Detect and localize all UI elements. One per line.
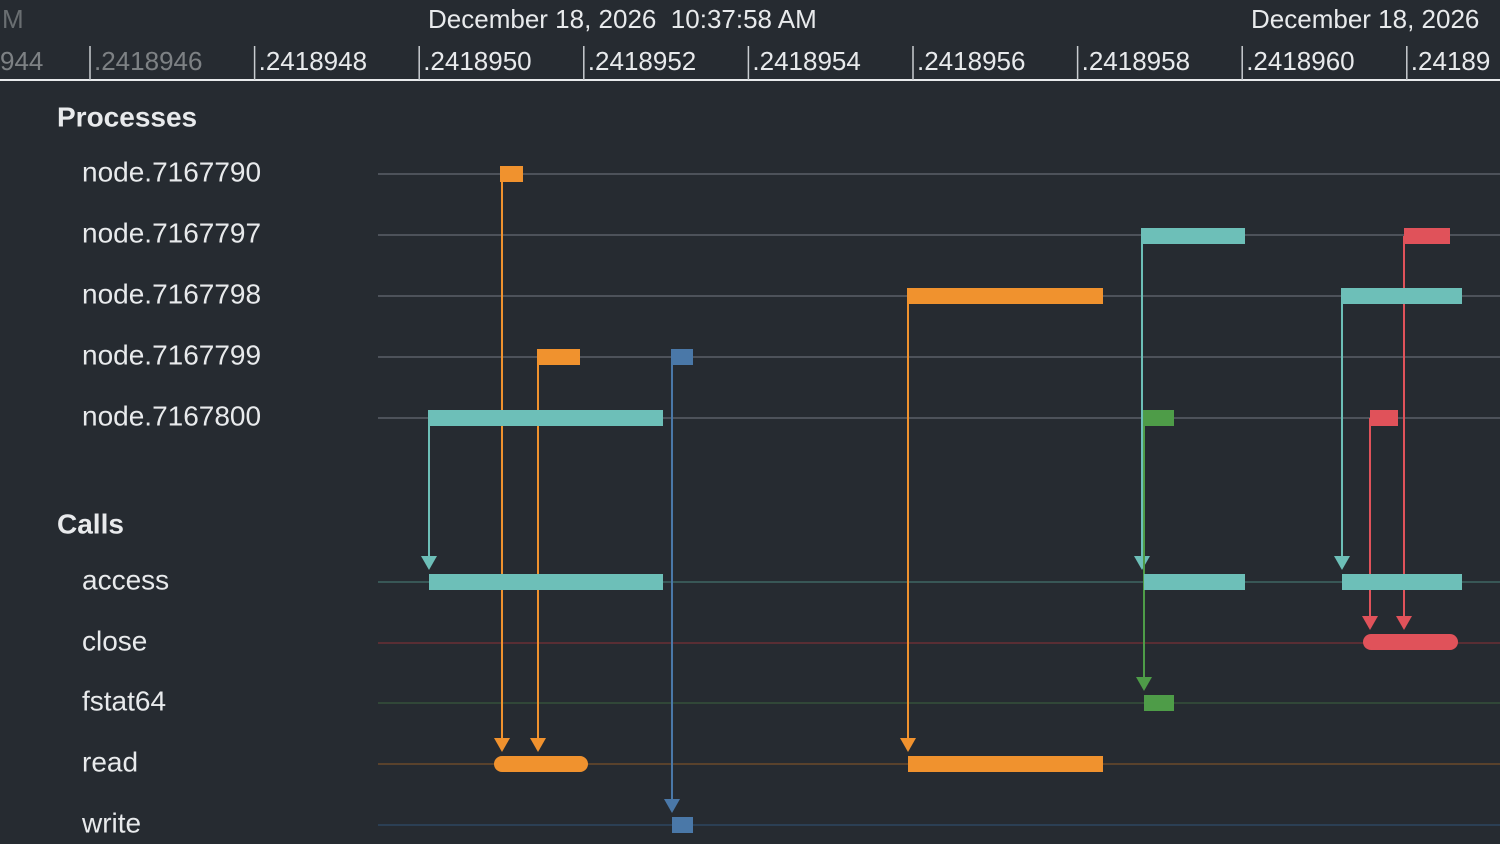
tick-label: .24189	[1411, 46, 1491, 76]
rows: Processes node.7167790 node.7167797 node.71…	[57, 101, 1500, 838]
span-bar	[1144, 574, 1245, 590]
row-label: fstat64	[82, 685, 166, 716]
span-bar	[1144, 695, 1174, 711]
row-label: node.7167797	[82, 217, 261, 248]
row-label: close	[82, 625, 147, 656]
tick-label: .2418948	[259, 46, 367, 76]
arrow-head	[1334, 556, 1350, 570]
tick-label: .2418952	[588, 46, 696, 76]
row-label: access	[82, 564, 169, 595]
arrow-head	[1136, 677, 1152, 691]
span-bar	[429, 574, 663, 590]
span-bar	[428, 410, 663, 426]
span-bar	[907, 288, 1103, 304]
arrow-head	[664, 799, 680, 813]
tick-label: .2418950	[423, 46, 531, 76]
tick-label: 944	[0, 46, 43, 76]
tick-row: 944 .2418946 .2418948 .2418950 .2418952 .2418…	[0, 46, 1490, 80]
tick-label: .2418958	[1082, 46, 1190, 76]
span-bar	[671, 349, 693, 365]
span-bar	[1404, 228, 1450, 244]
span-bar	[1141, 228, 1245, 244]
date-label: December 18, 2026	[1251, 4, 1479, 34]
span-bar	[908, 756, 1103, 772]
spans	[421, 166, 1462, 833]
span-bar	[500, 166, 523, 182]
row-label: node.7167790	[82, 156, 261, 187]
row-label: node.7167800	[82, 400, 261, 431]
tick-label: .2418960	[1246, 46, 1354, 76]
row-label: node.7167798	[82, 278, 261, 309]
arrow-head	[494, 738, 510, 752]
timeline-header	[0, 0, 1500, 80]
span-bar	[672, 817, 693, 833]
tick-label: .2418946	[94, 46, 202, 76]
row-label: write	[81, 807, 141, 838]
span-bar	[1143, 410, 1174, 426]
span-bar	[1370, 410, 1398, 426]
span-bar	[1363, 634, 1458, 650]
section-title: Calls	[57, 508, 124, 539]
date-label: December 18, 2026 10:37:58 AM	[428, 4, 817, 34]
row-label: read	[82, 746, 138, 777]
arrow-head	[1134, 556, 1150, 570]
span-bar	[494, 756, 588, 772]
arrow-head	[421, 556, 437, 570]
tick-label: .2418956	[917, 46, 1025, 76]
section-title: Processes	[57, 101, 197, 132]
row-label: node.7167799	[82, 339, 261, 370]
arrow-head	[530, 738, 546, 752]
span-bar	[1341, 288, 1462, 304]
arrow-head	[900, 738, 916, 752]
date-label-partial: M	[2, 4, 24, 34]
span-bar	[1342, 574, 1462, 590]
arrow-head	[1396, 616, 1412, 630]
tick-label: .2418954	[752, 46, 860, 76]
arrow-head	[1362, 616, 1378, 630]
span-bar	[537, 349, 580, 365]
